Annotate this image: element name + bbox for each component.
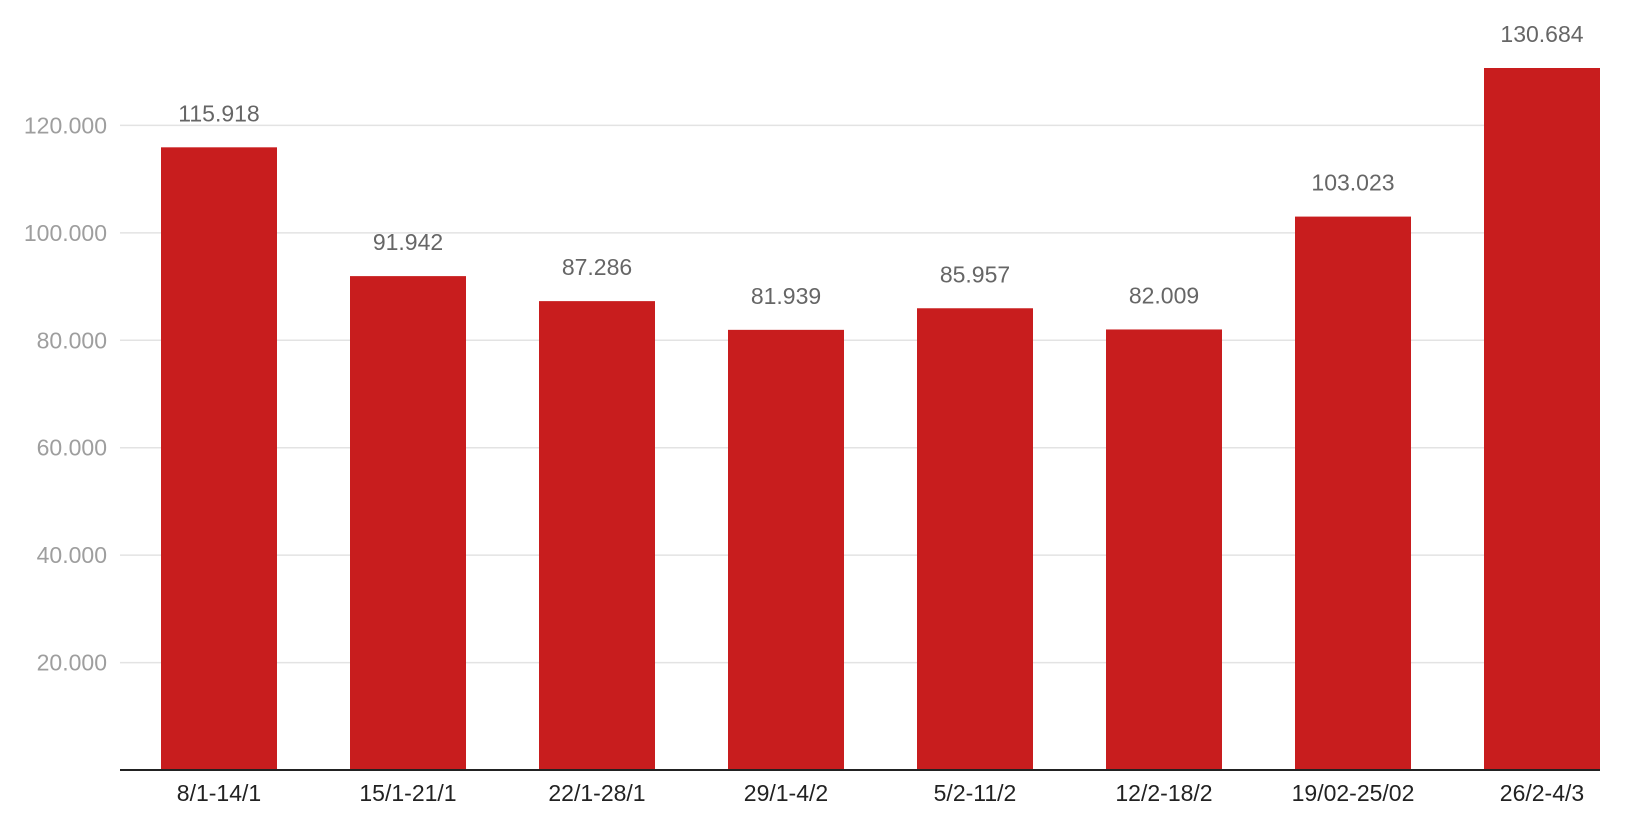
y-tick-label: 100.000 <box>24 220 107 246</box>
x-tick-label: 22/1-28/1 <box>548 780 645 806</box>
x-tick-label: 29/1-4/2 <box>744 780 828 806</box>
x-axis-ticks: 8/1-14/1 15/1-21/1 22/1-28/1 29/1-4/2 5/2-11… <box>177 780 1584 806</box>
data-label: 81.939 <box>751 283 821 309</box>
y-tick-label: 40.000 <box>37 542 107 568</box>
bar <box>1295 216 1411 771</box>
x-tick-label: 26/2-4/3 <box>1500 780 1584 806</box>
y-tick-label: 20.000 <box>37 650 107 676</box>
data-labels: 115.918 91.942 87.286 81.939 85.957 82.009 103… <box>178 21 1583 309</box>
bar <box>917 308 1033 770</box>
x-tick-label: 8/1-14/1 <box>177 780 261 806</box>
y-tick-label: 60.000 <box>37 435 107 461</box>
data-label: 103.023 <box>1311 170 1394 196</box>
bar <box>161 147 277 770</box>
y-axis-ticks: 20.000 40.000 60.000 80.000 100.000 120.000 <box>24 112 107 675</box>
y-tick-label: 80.000 <box>37 327 107 353</box>
bar <box>1484 68 1600 770</box>
bar <box>728 329 844 770</box>
data-label: 130.684 <box>1500 21 1583 47</box>
bar <box>1106 329 1222 770</box>
data-label: 85.957 <box>940 261 1010 287</box>
bar <box>539 301 655 770</box>
bar <box>350 276 466 770</box>
x-tick-label: 19/02-25/02 <box>1292 780 1415 806</box>
bars <box>161 68 1600 771</box>
y-tick-label: 120.000 <box>24 112 107 138</box>
data-label: 87.286 <box>562 254 632 280</box>
data-label: 115.918 <box>178 100 259 126</box>
data-label: 82.009 <box>1129 282 1199 308</box>
x-tick-label: 12/2-18/2 <box>1115 780 1212 806</box>
x-tick-label: 15/1-21/1 <box>359 780 456 806</box>
data-label: 91.942 <box>373 229 443 255</box>
x-tick-label: 5/2-11/2 <box>934 780 1017 806</box>
